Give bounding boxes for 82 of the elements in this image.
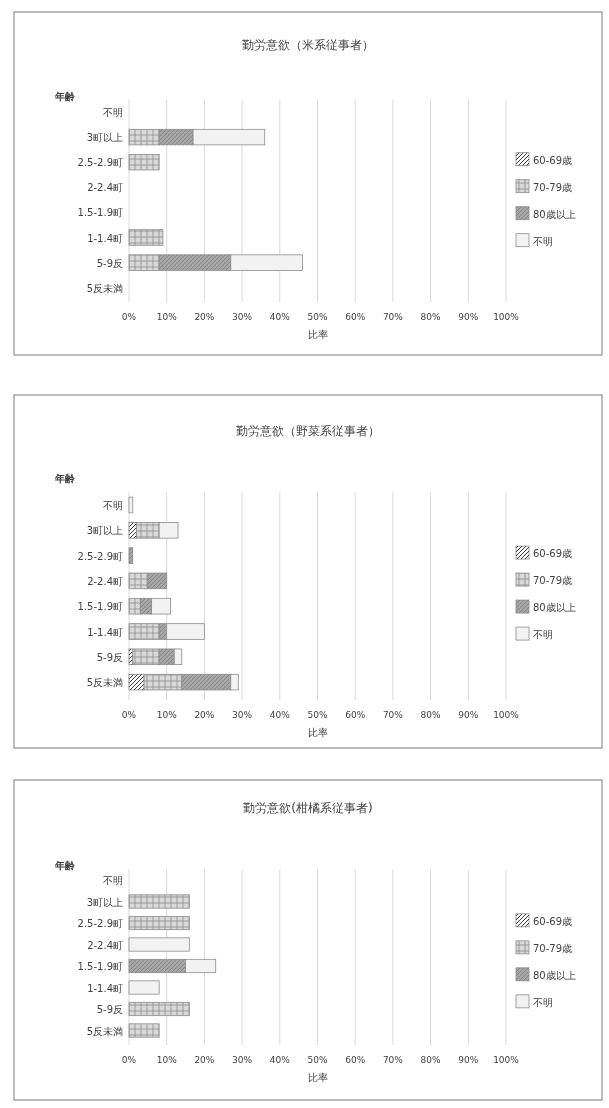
x-tick-label: 10% xyxy=(156,1055,178,1065)
y-axis-title: 年齢 xyxy=(54,473,76,484)
y-tick-label: 5-9反 xyxy=(96,651,123,663)
y-tick-label: 3町以上 xyxy=(86,896,123,908)
y-tick-label: 5反未満 xyxy=(86,1025,123,1037)
y-tick-label: 2.5-2.9町 xyxy=(77,918,123,929)
bar xyxy=(128,496,134,514)
chart-title: 勤労意欲(柑橘系従事者) xyxy=(243,801,373,815)
y-tick-label: 1.5-1.9町 xyxy=(77,601,123,613)
y-tick-label: 3町以上 xyxy=(86,525,123,537)
x-tick-label: 90% xyxy=(458,312,479,322)
legend-label: 70-79歳 xyxy=(533,942,573,954)
x-tick-label: 10% xyxy=(156,710,178,720)
x-tick-label: 80% xyxy=(420,710,442,720)
chart-title: 勤労意欲（野菜系従事者） xyxy=(236,424,380,438)
x-tick-label: 40% xyxy=(269,312,291,322)
y-tick-label: 1.5-1.9町 xyxy=(77,961,123,972)
x-tick-label: 30% xyxy=(232,312,253,322)
y-tick-label: 2.5-2.9町 xyxy=(77,550,123,562)
y-tick-label: 1-1.4町 xyxy=(87,626,123,638)
x-axis-title: 比率 xyxy=(307,727,328,738)
y-tick-label: 5反未満 xyxy=(86,677,123,689)
x-tick-label: 10% xyxy=(156,312,178,322)
x-tick-label: 20% xyxy=(194,1055,215,1065)
bar xyxy=(128,980,160,995)
y-tick-label: 5反未満 xyxy=(86,282,123,294)
bar xyxy=(128,937,190,952)
x-tick-label: 70% xyxy=(382,1055,404,1065)
x-tick-label: 0% xyxy=(121,1055,137,1065)
y-tick-label: 2.5-2.9町 xyxy=(77,157,123,169)
legend-label: 80歳以上 xyxy=(533,969,576,981)
y-tick-label: 1-1.4町 xyxy=(87,232,123,244)
y-tick-label: 3町以上 xyxy=(86,132,123,144)
x-tick-label: 90% xyxy=(458,710,479,720)
legend-label: 70-79歳 xyxy=(533,181,573,193)
x-axis-title: 比率 xyxy=(307,1072,328,1083)
legend-label: 60-69歳 xyxy=(533,548,573,560)
legend-label: 不明 xyxy=(533,629,553,641)
x-tick-label: 100% xyxy=(493,312,520,322)
x-tick-label: 40% xyxy=(269,1055,291,1065)
x-tick-label: 20% xyxy=(194,710,215,720)
x-axis-title: 比率 xyxy=(307,329,328,340)
x-tick-label: 0% xyxy=(121,312,137,322)
x-tick-label: 70% xyxy=(382,710,404,720)
legend-label: 70-79歳 xyxy=(533,575,573,587)
x-tick-label: 100% xyxy=(493,710,520,720)
y-tick-label: 不明 xyxy=(103,875,123,886)
bar xyxy=(185,958,217,974)
y-axis-title: 年齢 xyxy=(54,860,76,871)
y-tick-label: 5-9反 xyxy=(96,1004,123,1015)
x-tick-label: 50% xyxy=(307,710,328,720)
x-tick-label: 20% xyxy=(194,312,215,322)
x-tick-label: 40% xyxy=(269,710,291,720)
y-tick-label: 5-9反 xyxy=(96,257,123,269)
x-tick-label: 30% xyxy=(232,1055,253,1065)
y-tick-label: 不明 xyxy=(103,500,123,511)
y-tick-label: 1-1.4町 xyxy=(87,982,123,994)
x-tick-label: 30% xyxy=(232,710,253,720)
y-tick-label: 2-2.4町 xyxy=(87,939,123,951)
legend-label: 不明 xyxy=(533,996,553,1008)
y-tick-label: 2-2.4町 xyxy=(87,182,123,194)
x-tick-label: 80% xyxy=(420,312,442,322)
y-tick-label: 2-2.4町 xyxy=(87,575,123,587)
x-tick-label: 80% xyxy=(420,1055,442,1065)
x-tick-label: 0% xyxy=(121,710,137,720)
x-tick-label: 50% xyxy=(307,312,328,322)
y-axis-title: 年齢 xyxy=(54,91,76,102)
y-tick-label: 1.5-1.9町 xyxy=(77,207,123,219)
x-tick-label: 60% xyxy=(345,1055,366,1065)
legend-label: 60-69歳 xyxy=(533,154,573,166)
legend-label: 80歳以上 xyxy=(533,208,576,220)
legend-label: 不明 xyxy=(533,235,553,247)
legend-label: 80歳以上 xyxy=(533,602,576,614)
x-tick-label: 60% xyxy=(345,312,366,322)
x-tick-label: 100% xyxy=(493,1055,520,1065)
legend-label: 60-69歳 xyxy=(533,915,573,927)
x-tick-label: 90% xyxy=(458,1055,479,1065)
chart-title: 勤労意欲（米系従事者） xyxy=(242,38,374,52)
y-tick-label: 不明 xyxy=(103,107,123,118)
x-tick-label: 70% xyxy=(382,312,404,322)
x-tick-label: 60% xyxy=(345,710,366,720)
x-tick-label: 50% xyxy=(307,1055,328,1065)
